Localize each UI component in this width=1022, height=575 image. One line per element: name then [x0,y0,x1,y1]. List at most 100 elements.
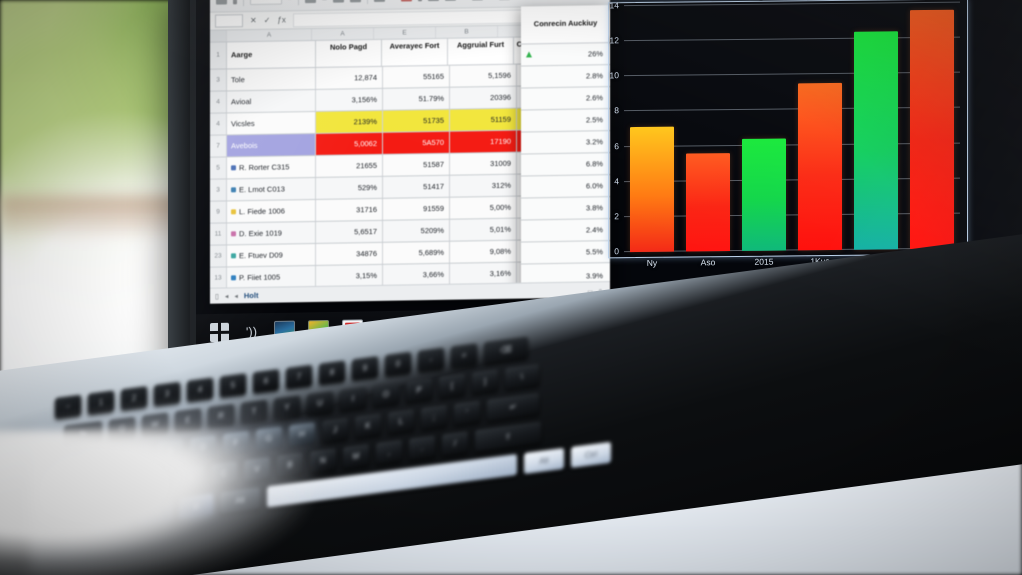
cancel-icon[interactable]: ✕ [250,15,257,26]
cell[interactable]: 5,1596 [450,64,517,87]
cell[interactable]: 5,0062 [316,132,383,155]
keyboard-key[interactable]: O [373,382,399,407]
cell[interactable]: 51417 [383,175,450,198]
cell[interactable]: 20396 [450,86,517,109]
keyboard-key[interactable]: = [451,343,477,368]
fill-icon[interactable] [333,0,344,3]
cell[interactable]: 5,00% [450,196,517,219]
italic-icon[interactable] [418,0,422,1]
cell[interactable]: 51587 [383,153,450,176]
column-header-label: Aarge [227,40,316,69]
font-icon[interactable] [305,0,316,3]
cell[interactable]: 12,874 [316,66,383,89]
prev-sheet-icon[interactable]: ◂ [224,292,229,300]
chart-bar[interactable] [741,138,787,251]
keyboard-key[interactable]: P [406,378,432,403]
row-label: Vicsles [227,111,316,135]
keyboard-key[interactable]: \ [505,364,539,390]
chart-bar-column[interactable] [685,5,731,252]
start-icon[interactable] [210,322,229,342]
chart-bar[interactable] [909,9,955,250]
cell[interactable]: 312% [450,174,517,197]
keyboard-key[interactable]: 0 [385,351,411,377]
cell[interactable]: 34876 [316,242,383,265]
row-number[interactable]: 3 [210,179,227,201]
cell[interactable]: 3,16% [450,262,517,285]
row-number[interactable]: 3 [210,69,227,91]
chart-bar-column[interactable] [629,6,675,253]
keyboard-key[interactable]: 9 [352,356,378,381]
cell[interactable]: 55165 [383,65,450,88]
cell[interactable]: 17190 [450,130,517,153]
row-number[interactable]: 4 [210,91,227,113]
column-letter[interactable]: A [227,29,312,42]
row-number[interactable]: 11 [210,223,227,245]
cell[interactable]: 51.79% [383,87,450,110]
keyboard-key[interactable]: ' [454,400,480,426]
border-icon[interactable] [350,0,361,2]
cell[interactable]: 91559 [383,197,450,220]
keyboard-key[interactable]: - [418,347,444,372]
keyboard-key[interactable]: . [409,435,435,461]
check-icon[interactable]: ✓ [263,15,271,25]
chart-bar-column[interactable] [909,3,955,250]
cell[interactable]: 51159 [450,108,517,131]
chart-bar[interactable] [853,31,899,250]
keyboard-key[interactable]: [ [439,373,465,399]
hamburger-icon[interactable] [216,0,227,5]
bold-icon[interactable] [401,0,412,2]
cell[interactable]: 3,15% [316,264,383,287]
cell[interactable]: 5,6517 [316,220,383,243]
keyboard-key[interactable]: ⇧ [475,421,541,452]
row-number[interactable]: 1 [210,42,227,69]
paint-icon[interactable] [374,0,385,2]
row-number[interactable]: 23 [210,245,227,267]
sheet-tab-active[interactable]: Holt [243,290,259,301]
dropdown-icon[interactable] [233,0,237,4]
save-button[interactable] [250,0,282,6]
underline-icon[interactable] [428,0,439,1]
chart-bar[interactable] [629,126,675,253]
keyboard-key[interactable]: ↵ [487,393,539,421]
cell[interactable]: 9,08% [450,240,517,263]
row-number[interactable]: 9 [210,201,227,223]
keyboard-key[interactable]: ; [421,405,447,430]
row-number[interactable]: 7 [210,135,227,157]
keyboard-key[interactable]: I [340,386,366,411]
column-letter[interactable]: A [312,27,374,41]
spreadsheet-window[interactable]: ✕ ✓ ƒx A A E B G 1 Aarge [210,0,610,304]
keyboard-key[interactable]: ] [472,369,498,394]
chart-bar[interactable] [685,152,731,252]
cell[interactable]: 5,01% [450,218,517,241]
column-letter[interactable]: B [436,25,498,38]
keyboard-key[interactable]: / [442,431,468,456]
fx-icon[interactable]: ƒx [277,15,286,25]
chart-bar[interactable] [797,82,843,251]
row-label-text: D. Exie 1019 [239,228,282,239]
cell[interactable]: 5,689% [383,241,450,264]
row-number[interactable]: 13 [210,267,227,289]
cell[interactable]: 31716 [316,198,383,221]
row-number[interactable]: 5 [210,157,227,179]
chart-bar-column[interactable] [741,4,787,251]
cell[interactable]: 3,156% [316,88,383,111]
chart-bar-column[interactable] [797,4,843,251]
name-box[interactable] [215,14,243,28]
cell[interactable]: 31009 [450,152,517,175]
column-letter[interactable]: E [374,26,436,39]
keyboard-key[interactable]: ⌫ [484,336,528,364]
cell[interactable]: 5A570 [383,131,450,154]
keyboard-key[interactable]: Alt [524,447,564,475]
cell[interactable]: 3,66% [383,263,450,286]
first-sheet-icon[interactable]: ▯ [215,293,219,301]
cell[interactable]: 2139% [316,110,383,133]
select-all-corner[interactable] [210,30,227,42]
cell[interactable]: 529% [316,176,383,199]
cell[interactable]: 51735 [383,109,450,132]
cell[interactable]: 5209% [383,219,450,242]
row-number[interactable]: 4 [210,113,227,135]
next-sheet-icon[interactable]: ◂ [234,292,238,300]
keyboard-key[interactable]: Ctrl [571,441,611,468]
cell[interactable]: 21655 [316,154,383,177]
chart-bar-column[interactable] [853,3,899,250]
